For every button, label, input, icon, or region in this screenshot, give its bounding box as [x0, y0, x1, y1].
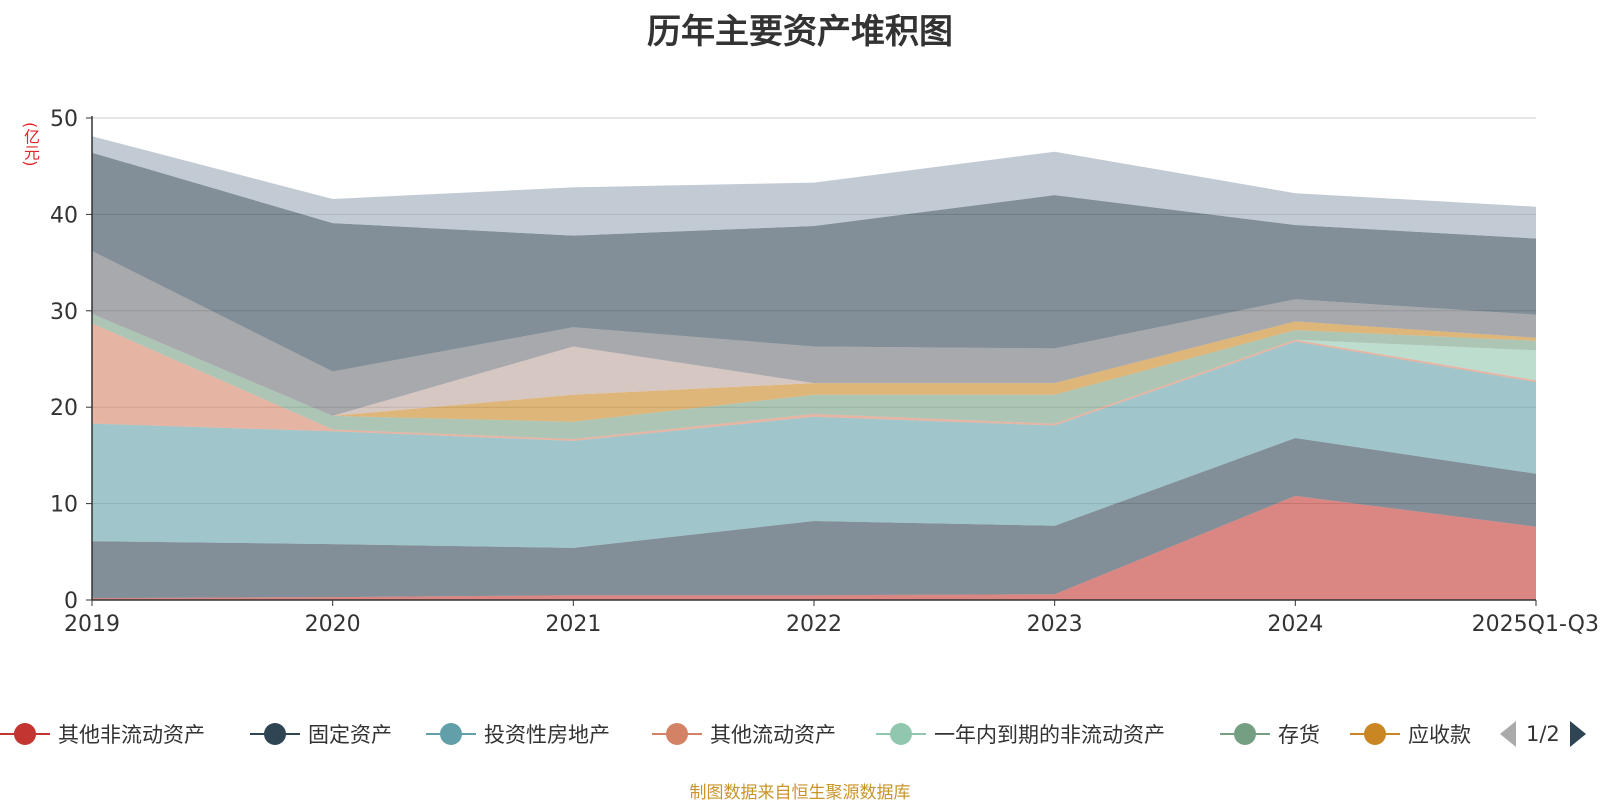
legend-label: 应收款	[1408, 723, 1471, 747]
y-axis-unit-label: (亿元)	[21, 122, 40, 167]
legend-series-icon	[876, 723, 926, 745]
legend-item[interactable]: 其他流动资产	[652, 716, 836, 752]
legend: 其他非流动资产 固定资产 投资性房地产 其他流动资产 一年内到期的非流动资产 存…	[0, 716, 1600, 752]
legend-series-icon	[652, 723, 702, 745]
y-tick-label: 50	[50, 107, 78, 132]
x-tick-label: 2024	[1267, 612, 1323, 637]
stacked-area-chart: 0 10 20 30 40 50 2019 2020 2021 2022 2023 2024 2025Q…	[50, 107, 1599, 637]
legend-item[interactable]: 存货	[1220, 716, 1320, 752]
legend-pager: 1/2	[1498, 716, 1588, 752]
x-tick-label: 2019	[64, 612, 120, 637]
y-tick-label: 10	[50, 493, 78, 518]
legend-series-icon	[1220, 723, 1270, 745]
x-tick-label: 2025Q1-Q3	[1472, 612, 1599, 637]
pager-next-icon[interactable]	[1568, 719, 1588, 749]
legend-item[interactable]: 投资性房地产	[426, 716, 610, 752]
x-tick-label: 2021	[545, 612, 601, 637]
x-tick-label: 2023	[1027, 612, 1083, 637]
chart-title: 历年主要资产堆积图	[647, 12, 953, 52]
y-tick-label: 30	[50, 300, 78, 325]
legend-label: 其他非流动资产	[58, 723, 205, 747]
legend-label: 固定资产	[308, 723, 392, 747]
legend-series-icon	[426, 723, 476, 745]
legend-series-icon	[0, 723, 50, 745]
tick-labels: 0 10 20 30 40 50 2019 2020 2021 2022 2023 2024 2025Q…	[50, 107, 1599, 637]
legend-item[interactable]: 一年内到期的非流动资产	[876, 716, 1165, 752]
pager-text: 1/2	[1526, 722, 1560, 746]
x-tick-label: 2020	[305, 612, 361, 637]
legend-label: 存货	[1278, 723, 1320, 747]
area-series-系列9[interactable]	[92, 251, 1536, 416]
legend-series-icon	[1350, 723, 1400, 745]
area-series-系列11[interactable]	[92, 136, 1536, 239]
legend-item[interactable]: 应收款	[1350, 716, 1471, 752]
area-series-系列10[interactable]	[92, 152, 1536, 372]
legend-label: 投资性房地产	[484, 723, 610, 747]
y-tick-label: 40	[50, 203, 78, 228]
legend-label: 其他流动资产	[710, 723, 836, 747]
legend-item[interactable]: 其他非流动资产	[0, 716, 205, 752]
legend-item[interactable]: 固定资产	[250, 716, 392, 752]
legend-label: 一年内到期的非流动资产	[934, 723, 1165, 747]
area-series-其他非流动资产[interactable]	[92, 495, 1536, 600]
y-tick-label: 20	[50, 396, 78, 421]
area-series-系列8[interactable]	[92, 313, 1536, 416]
pager-prev-icon[interactable]	[1498, 719, 1518, 749]
legend-series-icon	[250, 723, 300, 745]
x-tick-label: 2022	[786, 612, 842, 637]
axes	[86, 116, 1537, 606]
area-series-投资性房地产[interactable]	[92, 341, 1536, 548]
data-source-note: 制图数据来自恒生聚源数据库	[689, 783, 911, 803]
area-series	[92, 136, 1536, 600]
area-series-固定资产[interactable]	[92, 438, 1536, 599]
y-tick-label: 0	[64, 589, 78, 614]
